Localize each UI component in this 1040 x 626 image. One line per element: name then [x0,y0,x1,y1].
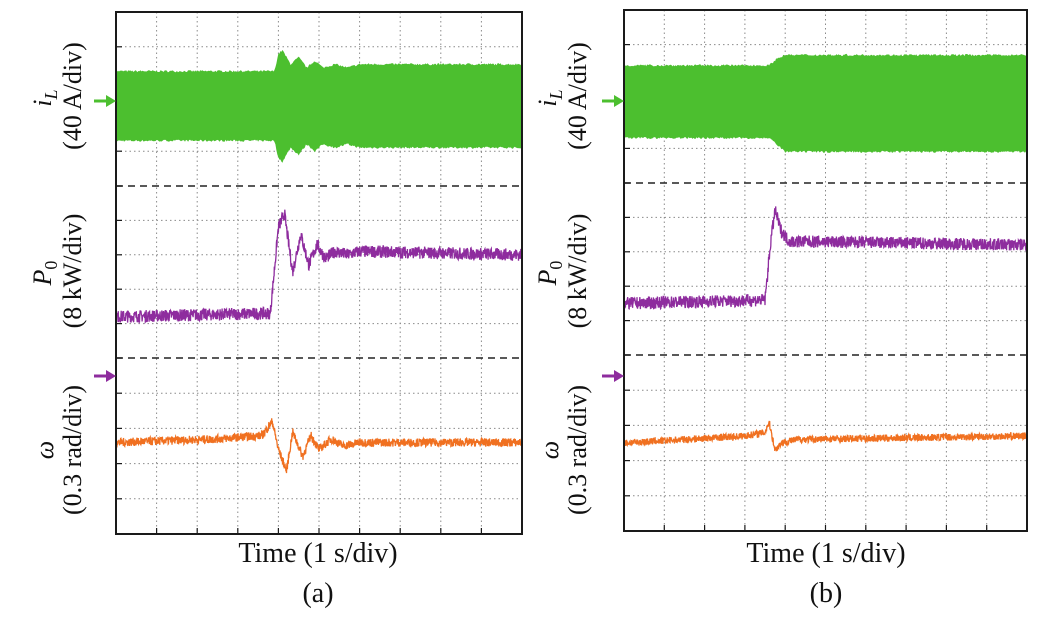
il-envelope [116,50,522,163]
plot-frame [623,9,1028,532]
omega-axis-label: ω [535,440,564,460]
il-marker-arrow [602,95,624,107]
series-il [116,50,522,163]
il-scale-label: (40 A/div) [563,42,592,150]
il-axis-label: iL [532,89,567,107]
series-omega [623,420,1028,452]
p0-axis-label: P0 [532,260,567,286]
scope-plot-a [115,11,523,535]
series-p0 [623,206,1028,311]
trace [115,209,523,324]
omega-scale-label: (0.3 rad/div) [563,385,592,515]
panel-label-a: (a) [302,578,334,609]
p0-marker-arrow [94,370,116,382]
trace [115,418,523,474]
series-il [624,53,1027,153]
panel-a: iL (40 A/div) P0 (8 kW/div) ω (0.3 rad/d… [28,11,523,609]
series-omega [115,418,523,474]
plot-frame [115,11,523,535]
p0-marker-arrow [602,370,624,382]
trace [623,420,1028,452]
il-envelope [624,53,1027,153]
series-p0 [115,209,523,324]
il-marker-arrow [94,95,116,107]
panel-label-b: (b) [809,578,843,609]
p0-scale-label: (8 kW/div) [563,213,592,329]
trace [623,206,1028,311]
x-axis-label: Time (1 s/div) [746,538,906,569]
x-axis-label: Time (1 s/div) [238,538,398,569]
